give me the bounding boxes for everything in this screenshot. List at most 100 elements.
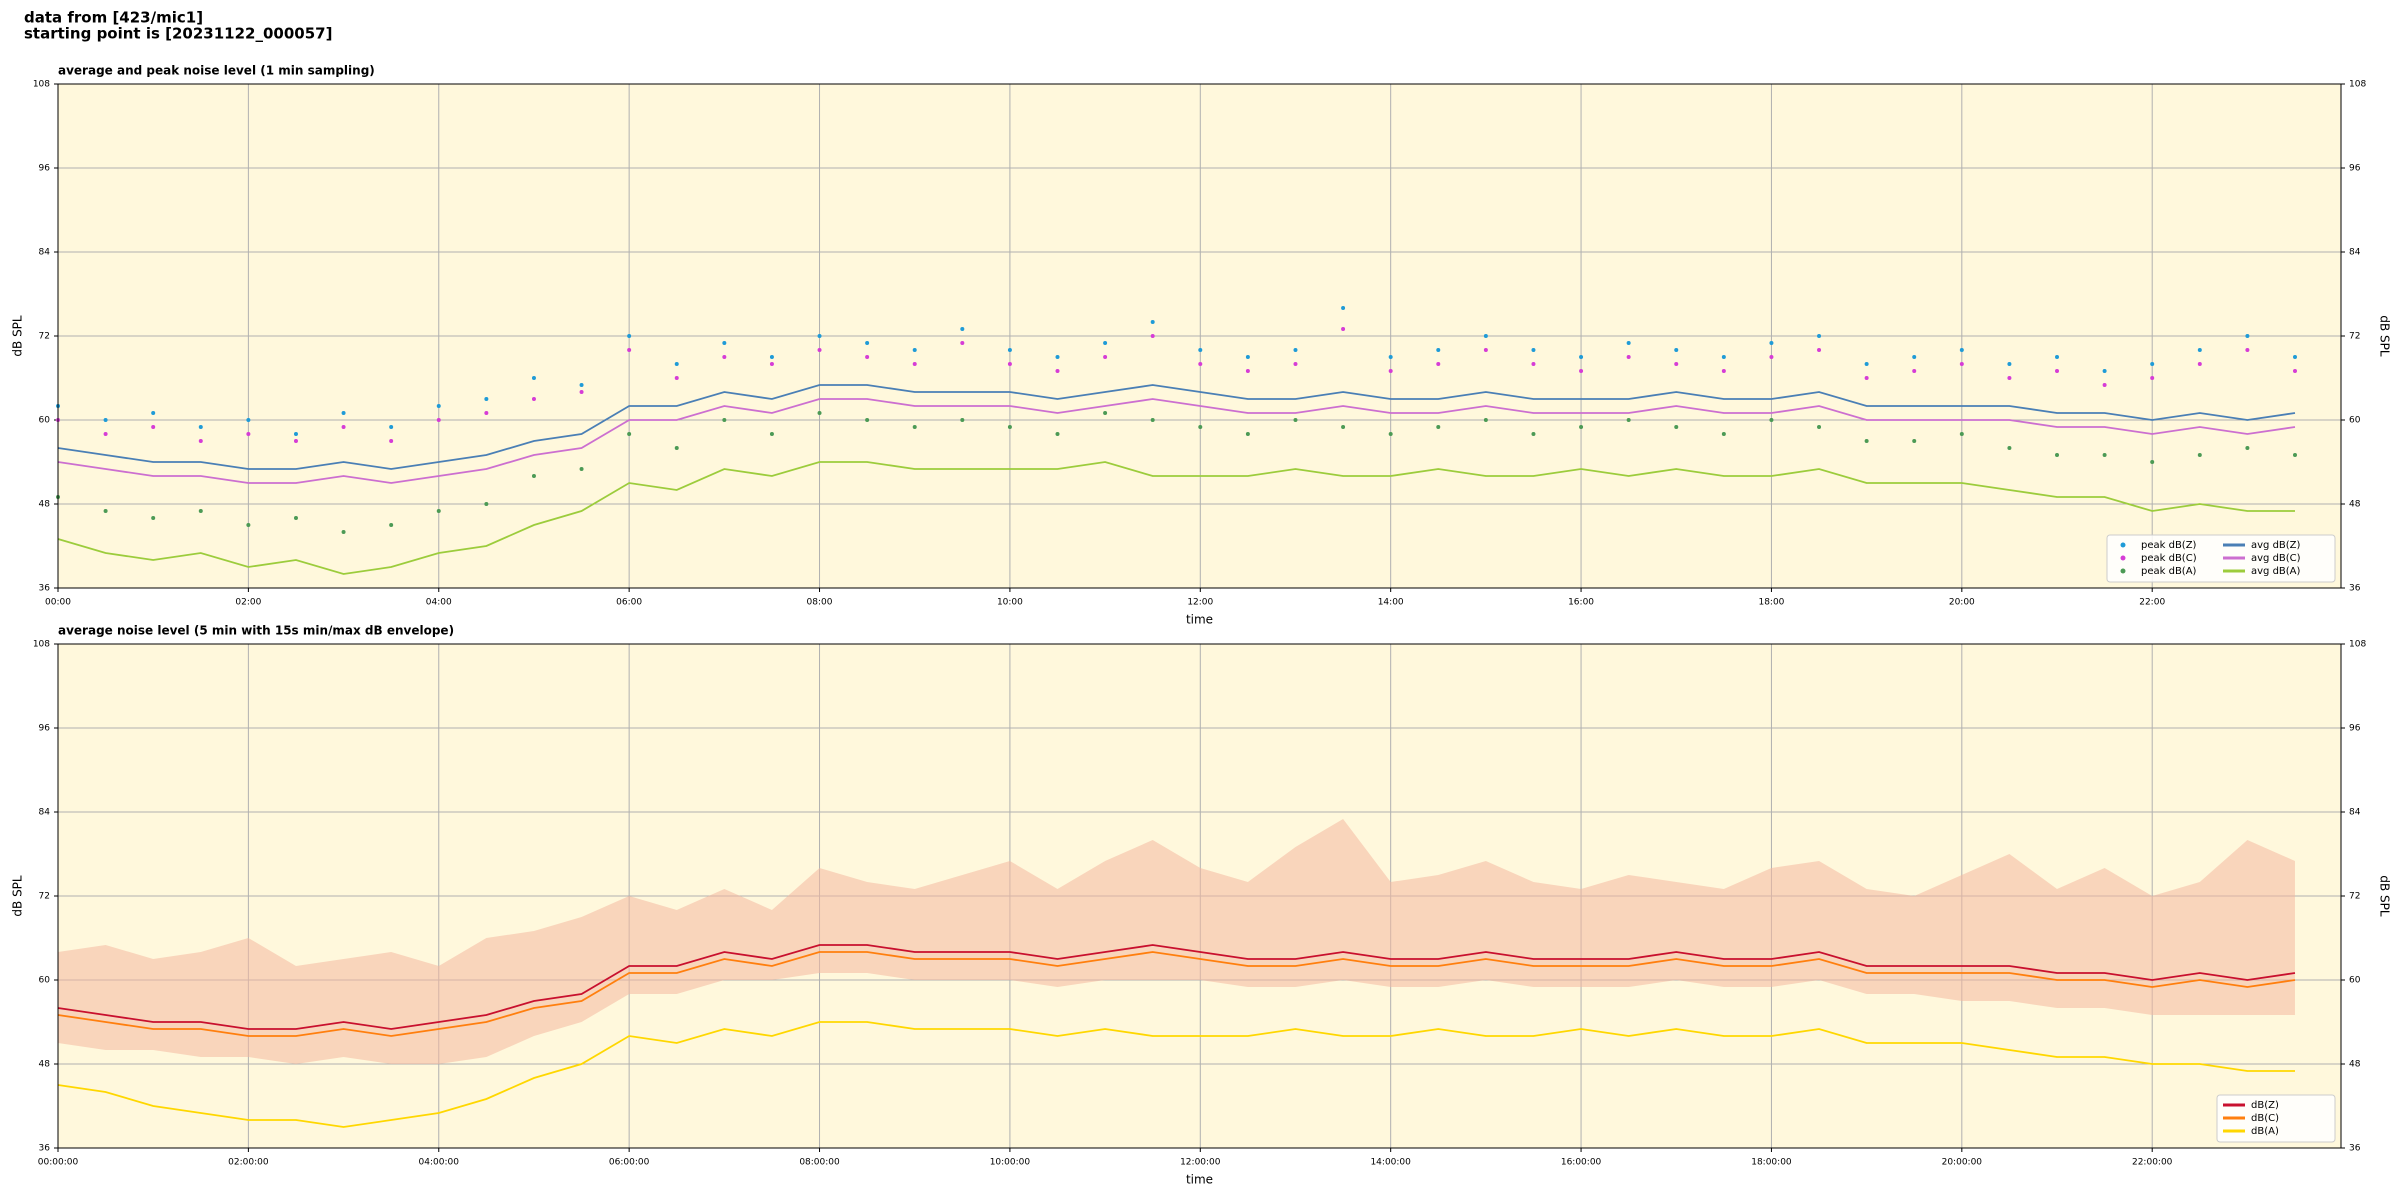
legend-marker: [2120, 568, 2126, 574]
peak-point: [2245, 446, 2250, 450]
peak-point: [2007, 446, 2012, 450]
plot-frame: [57, 83, 2342, 589]
x-tick-label: 12:00: [1187, 598, 1213, 608]
peak-point: [151, 516, 156, 520]
y-axis-label: dB SPL: [11, 315, 25, 357]
legend-label: dB(A): [2251, 1126, 2279, 1137]
legend-label: dB(Z): [2251, 1100, 2279, 1111]
peak-point: [484, 397, 489, 401]
peak-point: [1245, 369, 1250, 373]
peak-point: [389, 425, 394, 429]
peak-point: [1436, 348, 1441, 352]
peak-point: [1674, 425, 1679, 429]
peak-point: [674, 376, 679, 380]
series-line: [57, 1021, 2295, 1128]
peak-point: [1103, 341, 1108, 345]
peak-point: [769, 362, 774, 366]
peak-point: [1007, 348, 1012, 352]
peak-point: [1436, 362, 1441, 366]
peak-point: [674, 362, 679, 366]
peak-point: [2292, 355, 2297, 359]
x-tick-label: 16:00:00: [1561, 1158, 1602, 1168]
peak-point: [2055, 453, 2060, 457]
peak-point: [246, 523, 251, 527]
header-line: data from [423/mic1]: [24, 9, 203, 27]
peak-point: [912, 425, 917, 429]
y-tick-label: 108: [33, 640, 50, 650]
peak-point: [769, 432, 774, 436]
peak-point: [1007, 425, 1012, 429]
peak-point: [436, 404, 441, 408]
peak-point: [2102, 369, 2107, 373]
peak-point: [1912, 355, 1917, 359]
peak-point: [151, 411, 156, 415]
peak-point: [1150, 418, 1155, 422]
peak-point: [341, 411, 346, 415]
x-tick-label: 16:00: [1568, 598, 1594, 608]
legend-label: peak dB(C): [2141, 553, 2197, 564]
envelope-band: [58, 819, 2295, 1064]
peak-point: [1579, 369, 1584, 373]
y-axis-label: dB SPL: [2378, 315, 2392, 357]
peak-point: [2245, 334, 2250, 338]
peak-point: [1007, 362, 1012, 366]
peak-point: [1721, 432, 1726, 436]
plot-frame: [57, 643, 2342, 1149]
peak-point: [1388, 355, 1393, 359]
peak-point: [1531, 362, 1536, 366]
legend-label: avg dB(Z): [2251, 540, 2301, 551]
y-tick-label: 96: [39, 724, 51, 734]
y-tick-label: 48: [39, 1060, 51, 1070]
peak-point: [865, 341, 870, 345]
y-tick-label: 60: [2349, 416, 2361, 426]
y-tick-label: 48: [2349, 1060, 2361, 1070]
peak-point: [389, 523, 394, 527]
y-tick-label: 108: [2349, 80, 2366, 90]
peak-point: [2150, 460, 2155, 464]
peak-point: [2007, 376, 2012, 380]
x-tick-label: 10:00: [997, 598, 1023, 608]
peak-point: [674, 446, 679, 450]
peak-point: [389, 439, 394, 443]
peak-point: [103, 509, 108, 513]
peak-point: [769, 355, 774, 359]
peak-point: [2150, 376, 2155, 380]
peak-point: [627, 334, 632, 338]
legend-marker: [2120, 555, 2126, 561]
peak-point: [1674, 362, 1679, 366]
peak-point: [1959, 348, 1964, 352]
peak-point: [1579, 355, 1584, 359]
y-axis-label: dB SPL: [11, 875, 25, 917]
peak-point: [1483, 348, 1488, 352]
peak-point: [2197, 453, 2202, 457]
x-tick-label: 18:00:00: [1751, 1158, 1792, 1168]
peak-point: [722, 418, 727, 422]
peak-point: [2055, 355, 2060, 359]
peak-point: [1103, 411, 1108, 415]
peak-point: [198, 425, 203, 429]
peak-point: [1864, 439, 1869, 443]
peak-point: [579, 390, 584, 394]
x-tick-label: 14:00: [1378, 598, 1404, 608]
peak-point: [1674, 348, 1679, 352]
peak-point: [865, 355, 870, 359]
peak-point: [579, 467, 584, 471]
peak-point: [1198, 348, 1203, 352]
peak-point: [2197, 348, 2202, 352]
peak-point: [1293, 348, 1298, 352]
legend-label: dB(C): [2251, 1113, 2279, 1124]
peak-point: [1198, 362, 1203, 366]
peak-point: [722, 341, 727, 345]
y-tick-label: 60: [39, 416, 51, 426]
peak-point: [1198, 425, 1203, 429]
peak-point: [293, 432, 298, 436]
peak-point: [627, 432, 632, 436]
peak-point: [341, 530, 346, 534]
peak-point: [1626, 341, 1631, 345]
y-tick-label: 84: [2349, 248, 2361, 258]
y-tick-label: 72: [39, 892, 50, 902]
peak-point: [484, 411, 489, 415]
y-axis-label: dB SPL: [2378, 875, 2392, 917]
x-tick-label: 20:00: [1949, 598, 1975, 608]
legend-box: [2216, 1094, 2336, 1143]
